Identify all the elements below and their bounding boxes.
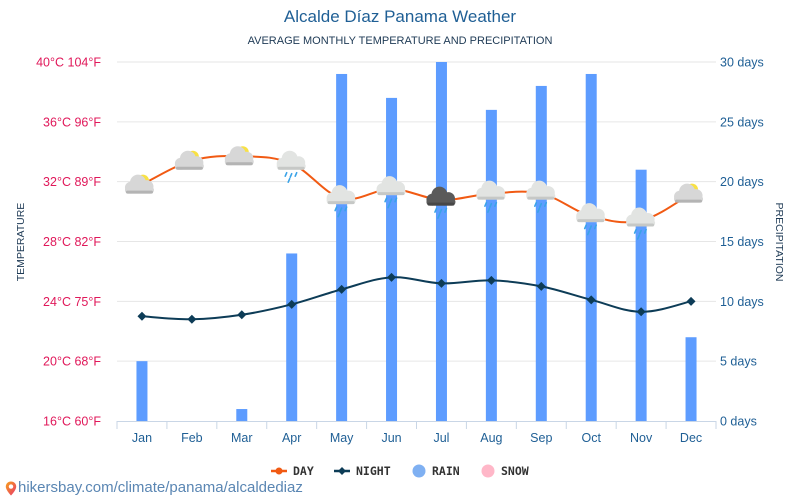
right-tick-label: 0 days xyxy=(720,415,757,429)
rain-cloud-icon xyxy=(576,203,606,236)
rain-cloud-icon xyxy=(626,207,656,240)
rain-cloud-icon xyxy=(476,180,506,213)
rain-bars xyxy=(136,62,697,422)
storm-cloud-icon xyxy=(426,186,456,219)
night-point xyxy=(287,299,297,309)
x-tick-label: Jun xyxy=(381,431,401,445)
x-tick-label: Feb xyxy=(181,431,203,445)
legend-snow-label: SNOW xyxy=(501,464,529,478)
right-tick-label: 5 days xyxy=(720,355,757,369)
night-line xyxy=(141,276,692,321)
legend-night-marker xyxy=(338,467,346,475)
rain-bar xyxy=(336,73,348,421)
rain-cloud-icon xyxy=(276,150,306,184)
x-tick-label: Mar xyxy=(231,431,253,445)
right-tick-label: 25 days xyxy=(720,115,764,129)
chart-subtitle: AVERAGE MONTHLY TEMPERATURE AND PRECIPIT… xyxy=(247,35,553,47)
right-tick-label: 20 days xyxy=(720,175,764,189)
right-tick-label: 10 days xyxy=(720,295,764,309)
source-url[interactable]: hikersbay.com/climate/panama/alcaldediaz xyxy=(18,479,303,496)
rain-bar xyxy=(286,253,298,421)
left-tick-label: 20°C 68°F xyxy=(43,355,101,369)
partly-cloudy-icon xyxy=(124,174,154,194)
rain-cloud-icon xyxy=(526,180,556,213)
day-line xyxy=(141,154,692,224)
legend-snow-marker xyxy=(481,464,495,478)
x-tick-label: Dec xyxy=(680,431,702,445)
day-series xyxy=(139,153,694,224)
rain-bar xyxy=(635,169,647,421)
map-pin-icon xyxy=(5,481,17,496)
x-tick-label: Apr xyxy=(282,431,301,445)
rain-bar xyxy=(435,62,447,421)
left-tick-label: 16°C 60°F xyxy=(43,415,101,429)
left-tick-label: 28°C 82°F xyxy=(43,235,101,249)
legend-rain-marker xyxy=(412,464,426,478)
night-point xyxy=(686,296,696,306)
right-axis: 30 days 25 days 20 days 15 days 10 days 5 day… xyxy=(720,56,764,429)
partly-cloudy-icon xyxy=(674,183,704,203)
x-tick-label: Oct xyxy=(581,431,601,445)
left-axis: 40°C 104°F 36°C 96°F 32°C 89°F 28°C 82°F 24°… xyxy=(36,56,101,429)
weather-icons xyxy=(124,146,704,240)
x-tick-label: Nov xyxy=(630,431,653,445)
partly-cloudy-icon xyxy=(224,146,254,166)
x-tick-label: Jan xyxy=(132,431,152,445)
rain-cloud-icon xyxy=(376,176,406,209)
rain-bar xyxy=(485,109,497,421)
rain-bar xyxy=(535,85,547,421)
chart-title: Alcalde Díaz Panama Weather xyxy=(283,7,517,26)
right-axis-title: PRECIPITATION xyxy=(773,203,785,282)
x-tick-label: May xyxy=(330,431,354,445)
left-tick-label: 36°C 96°F xyxy=(43,115,101,129)
right-tick-label: 30 days xyxy=(720,56,764,70)
rain-cloud-icon xyxy=(326,185,356,218)
rain-bar xyxy=(136,361,148,421)
partly-cloudy-icon xyxy=(174,150,204,170)
night-point xyxy=(486,275,496,285)
x-tick-label: Aug xyxy=(480,431,502,445)
legend: DAY NIGHT RAIN SNOW xyxy=(271,464,529,478)
legend-day-label: DAY xyxy=(293,464,314,478)
legend-night-label: NIGHT xyxy=(356,464,391,478)
grid-lines xyxy=(117,61,716,362)
night-point xyxy=(187,314,197,324)
rain-bar xyxy=(386,97,398,422)
rain-bar xyxy=(685,337,697,421)
x-tick-label: Sep xyxy=(530,431,552,445)
night-point xyxy=(436,278,446,288)
left-tick-label: 32°C 89°F xyxy=(43,175,101,189)
left-tick-label: 24°C 75°F xyxy=(43,295,101,309)
rain-bar xyxy=(236,409,248,421)
night-point xyxy=(536,281,546,291)
right-tick-label: 15 days xyxy=(720,235,764,249)
x-axis: Jan Feb Mar Apr May Jun Jul Aug Sep Oct Nov Dec xyxy=(116,421,717,445)
rain-bar xyxy=(585,73,597,421)
night-series xyxy=(137,272,696,324)
night-point xyxy=(636,307,646,317)
night-point xyxy=(137,311,147,321)
night-point xyxy=(586,295,596,305)
x-tick-label: Jul xyxy=(433,431,449,445)
legend-rain-label: RAIN xyxy=(432,464,460,478)
night-point xyxy=(387,272,397,282)
night-point xyxy=(337,284,347,294)
left-axis-title: TEMPERATURE xyxy=(15,203,27,282)
night-point xyxy=(237,310,247,320)
legend-day-marker xyxy=(275,467,283,475)
left-tick-label: 40°C 104°F xyxy=(36,56,101,70)
